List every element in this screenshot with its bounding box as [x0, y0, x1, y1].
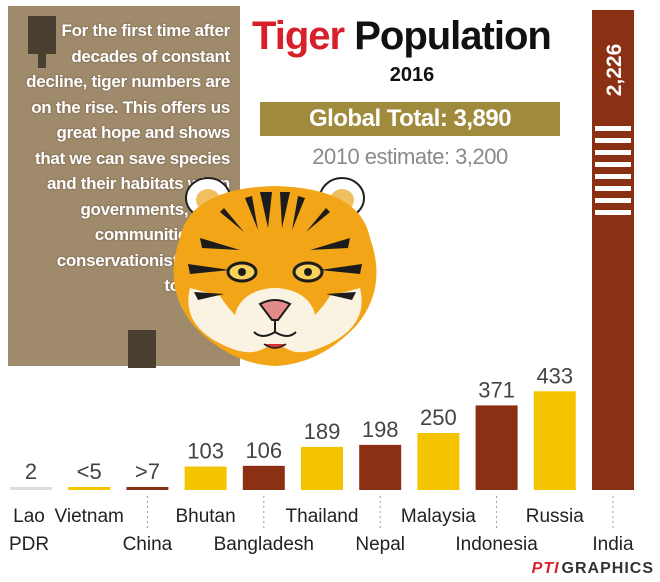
axis-break-stripe	[595, 186, 631, 191]
category-label-nepal: Nepal	[355, 534, 405, 555]
category-label-vietnam: Vietnam	[55, 506, 124, 527]
category-label-indonesia: Indonesia	[455, 534, 538, 555]
category-label-india: India	[592, 534, 634, 555]
value-label-bhutan: 103	[187, 439, 224, 464]
estimate-2010: 2010 estimate: 3,200	[312, 144, 508, 169]
bar-indonesia	[475, 405, 518, 490]
value-label-russia: 433	[536, 363, 573, 388]
title-tiger: Tiger	[252, 14, 345, 58]
bar-vietnam	[68, 487, 111, 490]
global-total-banner: Global Total: 3,890	[260, 102, 560, 136]
bar-lao-pdr	[10, 487, 52, 490]
axis-break-stripe	[595, 210, 631, 215]
close-quote-icon	[128, 330, 156, 368]
value-label-china: >7	[135, 459, 160, 484]
category-label-bangladesh: Bangladesh	[214, 534, 314, 555]
bar-nepal	[359, 444, 402, 490]
bar-bhutan	[184, 466, 227, 490]
value-label-indonesia: 371	[478, 377, 515, 402]
axis-break-stripe	[595, 126, 631, 131]
bar-malaysia	[417, 433, 460, 490]
value-label-lao-pdr: 2	[25, 459, 37, 484]
bar-thailand	[301, 446, 343, 490]
axis-break-stripe	[595, 138, 631, 143]
axis-break-stripe	[595, 174, 631, 179]
axis-break-stripe	[595, 150, 631, 155]
axis-break-stripe	[595, 162, 631, 167]
category-label-thailand: Thailand	[286, 506, 359, 527]
value-label-thailand: 189	[304, 419, 341, 444]
value-label-vietnam: <5	[77, 459, 102, 484]
category-label-china: China	[123, 534, 173, 555]
bar-india	[592, 10, 634, 490]
tiger-face-illustration	[173, 177, 377, 366]
credit-line: PTI GRAPHICS	[532, 560, 654, 578]
category-label-bhutan: Bhutan	[175, 506, 235, 527]
bar-bangladesh	[242, 465, 285, 490]
category-label-malaysia: Malaysia	[401, 506, 476, 527]
bar-russia	[533, 391, 576, 490]
credit-agency: PTI	[531, 560, 560, 577]
title-population: Population	[354, 14, 552, 58]
year-label: 2016	[389, 64, 435, 86]
value-label-bangladesh: 106	[245, 438, 282, 463]
category-label-lao-pdr-line2: PDR	[9, 534, 49, 555]
value-label-india: 2,226	[603, 44, 626, 97]
value-label-nepal: 198	[362, 417, 399, 442]
credit-label: GRAPHICS	[561, 560, 654, 577]
value-label-malaysia: 250	[420, 405, 457, 430]
axis-break-stripe	[595, 198, 631, 203]
category-label-lao-pdr: Lao	[13, 506, 45, 527]
open-quote-icon	[28, 16, 56, 68]
page-title: Tiger Population	[252, 14, 582, 58]
category-label-russia: Russia	[526, 506, 585, 527]
bar-china	[126, 487, 169, 490]
